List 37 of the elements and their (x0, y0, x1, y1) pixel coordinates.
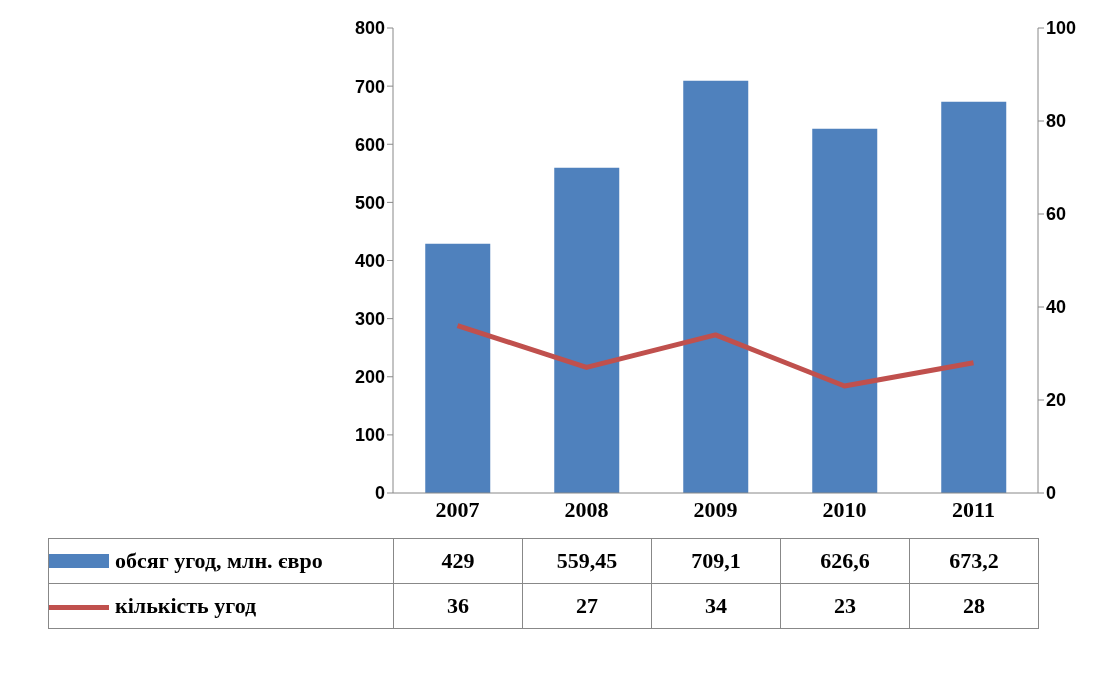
y-tick-label: 0 (374, 483, 385, 504)
bar (425, 243, 491, 493)
y2-tick-label: 100 (1046, 18, 1077, 39)
data-label: 673,2 (909, 538, 1039, 584)
y-tick-label: 700 (354, 76, 385, 97)
data-label: 429 (393, 538, 523, 584)
y2-tick-label: 20 (1046, 390, 1067, 411)
x-tick-label: 2011 (952, 496, 995, 522)
data-label: 23 (780, 583, 910, 629)
bar (554, 167, 620, 493)
y2-tick-label: 40 (1046, 297, 1067, 318)
x-tick-label: 2008 (564, 496, 609, 522)
y2-tick-label: 80 (1046, 111, 1067, 132)
legend-label: кількість угод (115, 593, 257, 618)
data-label: 36 (393, 583, 523, 629)
data-label: 34 (651, 583, 781, 629)
y-tick-label: 500 (354, 192, 385, 213)
data-label: 28 (909, 583, 1039, 629)
y-tick-label: 600 (354, 134, 385, 155)
y2-tick-label: 60 (1046, 204, 1067, 225)
x-tick-label: 2010 (822, 496, 867, 522)
y-tick-label: 100 (354, 425, 385, 446)
data-label: 709,1 (651, 538, 781, 584)
x-tick-label: 2009 (693, 496, 738, 522)
y2-tick-label: 0 (1046, 483, 1057, 504)
legend-label: обсяг угод, млн. євро (115, 548, 323, 573)
bar (683, 80, 749, 493)
data-label: 27 (522, 583, 652, 629)
y-tick-label: 400 (354, 250, 385, 271)
bar (812, 128, 878, 493)
bar (941, 101, 1007, 493)
data-label: 559,45 (522, 538, 652, 584)
y-tick-label: 300 (354, 309, 385, 330)
data-label: 626,6 (780, 538, 910, 584)
y-tick-label: 200 (354, 367, 385, 388)
y-tick-label: 800 (354, 18, 385, 39)
x-tick-label: 2007 (435, 496, 480, 522)
